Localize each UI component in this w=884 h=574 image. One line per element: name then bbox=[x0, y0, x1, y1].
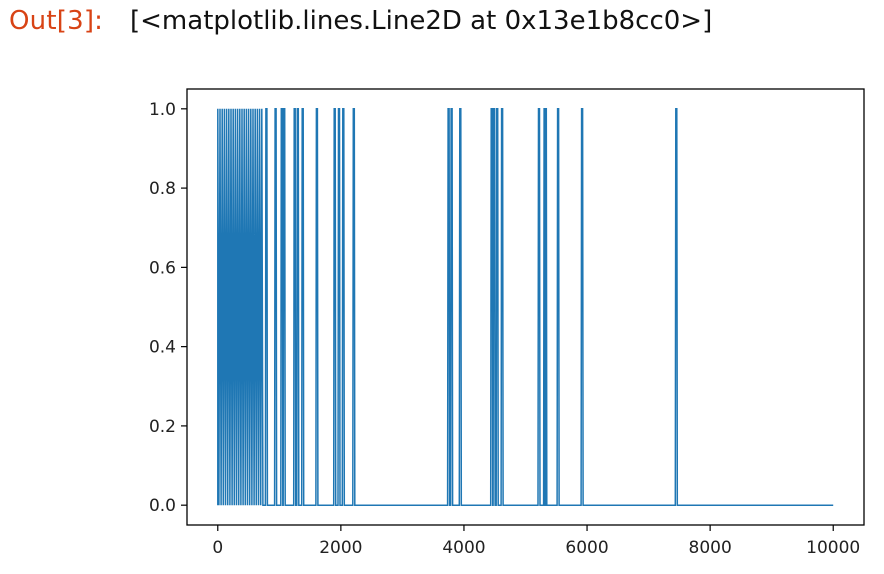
axes-frame bbox=[186, 88, 865, 526]
x-tick-label: 2000 bbox=[319, 538, 362, 558]
plot-data-layer bbox=[217, 108, 834, 506]
output-repr-text: [<matplotlib.lines.Line2D at 0x13e1b8cc0… bbox=[130, 6, 713, 36]
x-tick-label: 0 bbox=[212, 538, 223, 558]
y-tick-label: 1.0 bbox=[149, 100, 176, 120]
x-tick-label: 10000 bbox=[806, 538, 860, 558]
x-tick-label: 6000 bbox=[565, 538, 608, 558]
tick-layer: 0 2000 4000 6000 8000 10000 0.0 0.2 0.4 0.6 0.8 1.0 bbox=[149, 100, 860, 558]
output-prompt: Out[3]: bbox=[9, 6, 104, 36]
y-tick-label: 0.4 bbox=[149, 338, 176, 358]
series-line bbox=[217, 108, 834, 506]
y-tick-label: 0.0 bbox=[149, 496, 176, 516]
x-tick-label: 8000 bbox=[689, 538, 732, 558]
y-tick-label: 0.8 bbox=[149, 179, 176, 199]
y-tick-label: 0.6 bbox=[149, 258, 176, 278]
x-tick-label: 4000 bbox=[442, 538, 485, 558]
y-tick-label: 0.2 bbox=[149, 417, 176, 437]
